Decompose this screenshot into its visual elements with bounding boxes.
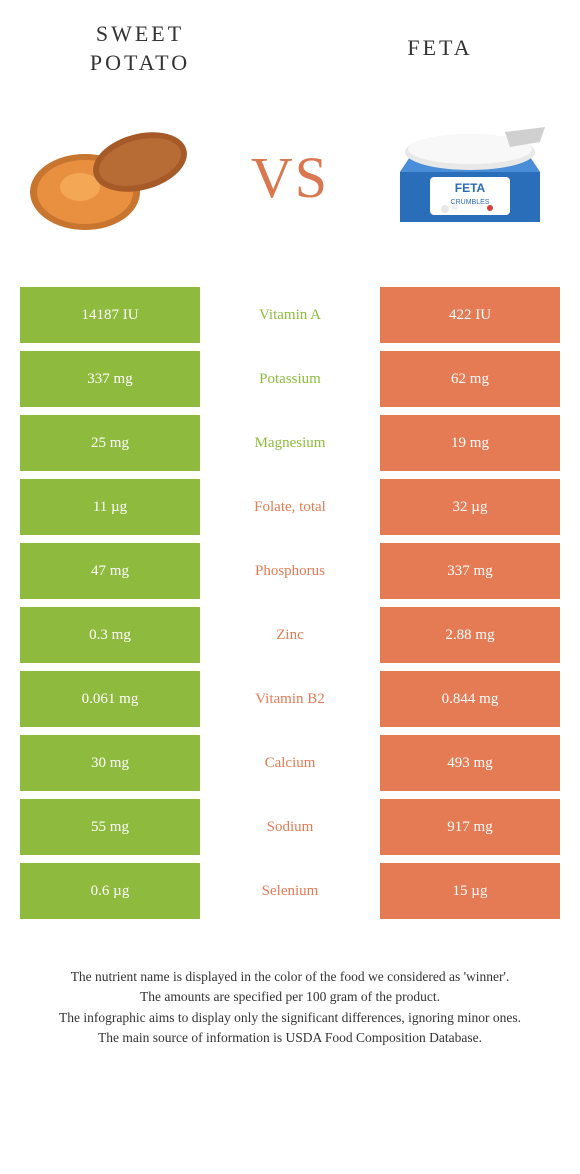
table-row: 30 mgCalcium493 mg <box>20 735 560 791</box>
vs-label: VS <box>251 144 329 211</box>
comparison-table: 14187 IUVitamin A422 IU337 mgPotassium62… <box>0 287 580 919</box>
right-value: 917 mg <box>380 799 560 855</box>
footer-line: The infographic aims to display only the… <box>30 1008 550 1028</box>
nutrient-label: Potassium <box>200 351 380 407</box>
left-value: 14187 IU <box>20 287 200 343</box>
table-row: 0.061 mgVitamin B20.844 mg <box>20 671 560 727</box>
right-value: 422 IU <box>380 287 560 343</box>
nutrient-label: Magnesium <box>200 415 380 471</box>
table-row: 14187 IUVitamin A422 IU <box>20 287 560 343</box>
right-value: 62 mg <box>380 351 560 407</box>
left-value: 30 mg <box>20 735 200 791</box>
right-value: 337 mg <box>380 543 560 599</box>
right-value: 493 mg <box>380 735 560 791</box>
footer-line: The main source of information is USDA F… <box>30 1028 550 1048</box>
header: SWEET POTATO FETA <box>0 0 580 87</box>
left-value: 47 mg <box>20 543 200 599</box>
sweet-potato-image <box>20 107 200 247</box>
footer-line: The nutrient name is displayed in the co… <box>30 967 550 987</box>
table-row: 337 mgPotassium62 mg <box>20 351 560 407</box>
right-value: 0.844 mg <box>380 671 560 727</box>
table-row: 25 mgMagnesium19 mg <box>20 415 560 471</box>
footer-line: The amounts are specified per 100 gram o… <box>30 987 550 1007</box>
table-row: 55 mgSodium917 mg <box>20 799 560 855</box>
left-value: 0.061 mg <box>20 671 200 727</box>
left-value: 0.3 mg <box>20 607 200 663</box>
left-value: 25 mg <box>20 415 200 471</box>
left-value: 337 mg <box>20 351 200 407</box>
feta-image: FETA CRUMBLES <box>380 107 560 247</box>
title-line: SWEET <box>96 21 184 46</box>
nutrient-label: Folate, total <box>200 479 380 535</box>
nutrient-label: Vitamin A <box>200 287 380 343</box>
left-value: 11 µg <box>20 479 200 535</box>
nutrient-label: Vitamin B2 <box>200 671 380 727</box>
svg-text:FETA: FETA <box>455 181 486 195</box>
nutrient-label: Selenium <box>200 863 380 919</box>
table-row: 0.3 mgZinc2.88 mg <box>20 607 560 663</box>
table-row: 11 µgFolate, total32 µg <box>20 479 560 535</box>
footer-notes: The nutrient name is displayed in the co… <box>0 927 580 1068</box>
right-value: 19 mg <box>380 415 560 471</box>
table-row: 0.6 µgSelenium15 µg <box>20 863 560 919</box>
right-value: 2.88 mg <box>380 607 560 663</box>
title-line: POTATO <box>90 50 190 75</box>
right-food-title: FETA <box>340 34 540 63</box>
nutrient-label: Zinc <box>200 607 380 663</box>
left-food-title: SWEET POTATO <box>40 20 240 77</box>
nutrient-label: Calcium <box>200 735 380 791</box>
nutrient-label: Phosphorus <box>200 543 380 599</box>
right-value: 15 µg <box>380 863 560 919</box>
right-value: 32 µg <box>380 479 560 535</box>
nutrient-label: Sodium <box>200 799 380 855</box>
left-value: 0.6 µg <box>20 863 200 919</box>
left-value: 55 mg <box>20 799 200 855</box>
table-row: 47 mgPhosphorus337 mg <box>20 543 560 599</box>
images-row: VS FETA CRUMBLES <box>0 87 580 287</box>
